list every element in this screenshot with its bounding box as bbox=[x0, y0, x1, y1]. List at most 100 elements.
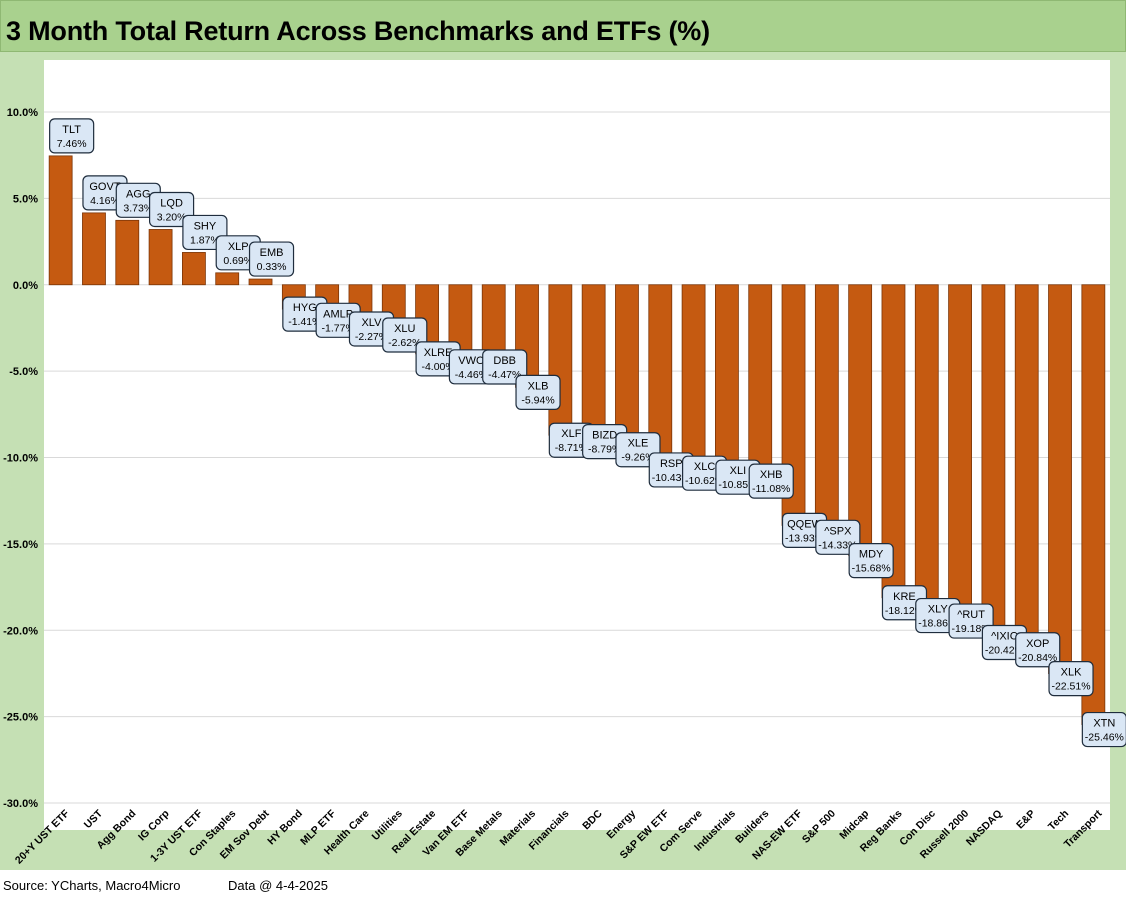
bar-emb bbox=[248, 278, 273, 286]
data-label-value: 0.69% bbox=[223, 255, 253, 267]
data-label-value: -19.18% bbox=[952, 623, 991, 635]
data-label-box bbox=[49, 118, 95, 154]
chart-frame: 3 Month Total Return Across Benchmarks a… bbox=[0, 0, 1126, 870]
bar-xtn bbox=[1081, 284, 1106, 725]
data-label-value: -18.12% bbox=[885, 605, 924, 617]
data-label-value: 7.46% bbox=[57, 138, 87, 150]
bar-xlf bbox=[548, 284, 573, 436]
bar-xlk bbox=[1048, 284, 1072, 675]
bar-xlc bbox=[681, 284, 706, 469]
data-label-box bbox=[848, 543, 894, 579]
data-label-value: -4.46% bbox=[455, 369, 488, 381]
data-label: XHB -11.08% bbox=[748, 463, 794, 499]
data-label: TLT 7.46% bbox=[49, 118, 95, 154]
bar-mdy bbox=[848, 284, 873, 557]
y-tick-label: -30.0% bbox=[3, 798, 38, 810]
data-label-value: 0.33% bbox=[257, 261, 287, 273]
y-tick-label: 5.0% bbox=[13, 193, 38, 205]
data-label: DBB -4.47% bbox=[482, 349, 528, 385]
data-label-value: -2.62% bbox=[388, 337, 421, 349]
bar-tlt bbox=[48, 155, 73, 286]
y-tick-label: -10.0% bbox=[3, 453, 38, 465]
bar-govt bbox=[82, 212, 106, 286]
data-label-box bbox=[382, 317, 428, 353]
data-label-ticker: XHB bbox=[760, 469, 783, 481]
data-label-ticker: AGG bbox=[126, 188, 150, 200]
footer-date: Data @ 4-4-2025 bbox=[228, 878, 328, 893]
data-label-box bbox=[515, 374, 561, 410]
data-label-ticker: XLC bbox=[694, 461, 715, 473]
bar-spx bbox=[814, 284, 839, 533]
data-label-value: -1.41% bbox=[288, 316, 321, 328]
bar-xle bbox=[615, 284, 639, 446]
data-label: XOP -20.84% bbox=[1015, 632, 1061, 668]
data-label-ticker: BIZD bbox=[592, 430, 617, 442]
bar-ixic bbox=[981, 284, 1006, 638]
y-tick-label: -25.0% bbox=[3, 712, 38, 724]
data-label-ticker: MDY bbox=[859, 549, 884, 561]
data-label: XLU -2.62% bbox=[382, 317, 428, 353]
data-label: EMB 0.33% bbox=[248, 241, 295, 277]
y-tick-label: 10.0% bbox=[7, 107, 38, 119]
data-label: XTN -25.46% bbox=[1081, 711, 1126, 748]
bar-shy bbox=[182, 252, 206, 286]
bar-xhb bbox=[748, 284, 773, 477]
data-label-box bbox=[748, 463, 794, 499]
data-label-ticker: ^RUT bbox=[957, 609, 985, 621]
data-label-ticker: XLF bbox=[561, 428, 581, 440]
data-label-value: -13.93% bbox=[785, 532, 824, 544]
data-label-value: -5.94% bbox=[521, 394, 554, 406]
data-label-value: -1.77% bbox=[322, 322, 355, 334]
data-label-value: -10.62% bbox=[685, 475, 724, 487]
data-label: MDY -15.68% bbox=[848, 543, 894, 579]
data-label-ticker: SHY bbox=[194, 220, 217, 232]
data-label-value: 3.20% bbox=[157, 211, 187, 223]
data-label-value: -9.26% bbox=[621, 452, 654, 464]
y-tick-label: 0.0% bbox=[13, 280, 38, 292]
y-tick-label: -20.0% bbox=[3, 625, 38, 637]
x-tick-label: E&P bbox=[1014, 808, 1038, 832]
data-label-ticker: ^SPX bbox=[824, 525, 852, 537]
bar-chart: 10.0% 5.0% 0.0% -5.0% -10.0% -15.0% -20.0% -25.… bbox=[3, 107, 1126, 867]
bar-rut bbox=[948, 284, 972, 617]
data-label-ticker: XTN bbox=[1093, 718, 1115, 730]
data-label-ticker: GOVT bbox=[89, 181, 120, 193]
data-label-value: -20.84% bbox=[1018, 652, 1057, 664]
data-label-ticker: EMB bbox=[260, 247, 284, 259]
data-label: XLK -22.51% bbox=[1048, 661, 1094, 697]
data-label-value: 1.87% bbox=[190, 234, 220, 246]
data-label-ticker: XLY bbox=[928, 604, 949, 616]
data-label-ticker: DBB bbox=[493, 355, 516, 367]
bar-xlp bbox=[215, 272, 240, 286]
data-label-value: -22.51% bbox=[1051, 681, 1090, 693]
x-tick-label: UST bbox=[82, 807, 106, 831]
data-label-value: -2.27% bbox=[355, 331, 388, 343]
data-label-ticker: LQD bbox=[160, 197, 183, 209]
data-label-ticker: AMLP bbox=[323, 308, 353, 320]
data-label-ticker: XLU bbox=[394, 323, 415, 335]
chart-title: 3 Month Total Return Across Benchmarks a… bbox=[6, 16, 710, 46]
data-label-value: -25.46% bbox=[1085, 732, 1124, 744]
bar-xop bbox=[1014, 284, 1039, 646]
data-label: ^SPX -14.33% bbox=[815, 519, 861, 555]
data-label-value: -10.43% bbox=[652, 472, 691, 484]
x-tick-label: BDC bbox=[580, 807, 605, 832]
data-label: XLB -5.94% bbox=[515, 374, 561, 410]
data-label-value: -20.42% bbox=[985, 645, 1024, 657]
data-label-ticker: XLP bbox=[228, 241, 249, 253]
data-label-ticker: XLE bbox=[628, 438, 649, 450]
data-label-box bbox=[248, 241, 295, 277]
data-label-ticker: XLB bbox=[528, 380, 549, 392]
y-tick-label: -5.0% bbox=[9, 366, 38, 378]
data-label-box bbox=[815, 519, 861, 555]
x-tick-label: NASDAQ bbox=[964, 808, 1005, 849]
data-label-value: -8.71% bbox=[555, 442, 588, 454]
data-label-box bbox=[482, 349, 528, 385]
data-label-ticker: KRE bbox=[893, 591, 916, 603]
data-label-value: 3.73% bbox=[123, 202, 153, 214]
data-label-ticker: QQEW bbox=[787, 518, 822, 530]
data-label-ticker: XLRE bbox=[424, 347, 453, 359]
data-label-ticker: ^IXIC bbox=[991, 631, 1018, 643]
data-label-value: -8.79% bbox=[588, 444, 621, 456]
data-label-value: 4.16% bbox=[90, 195, 120, 207]
